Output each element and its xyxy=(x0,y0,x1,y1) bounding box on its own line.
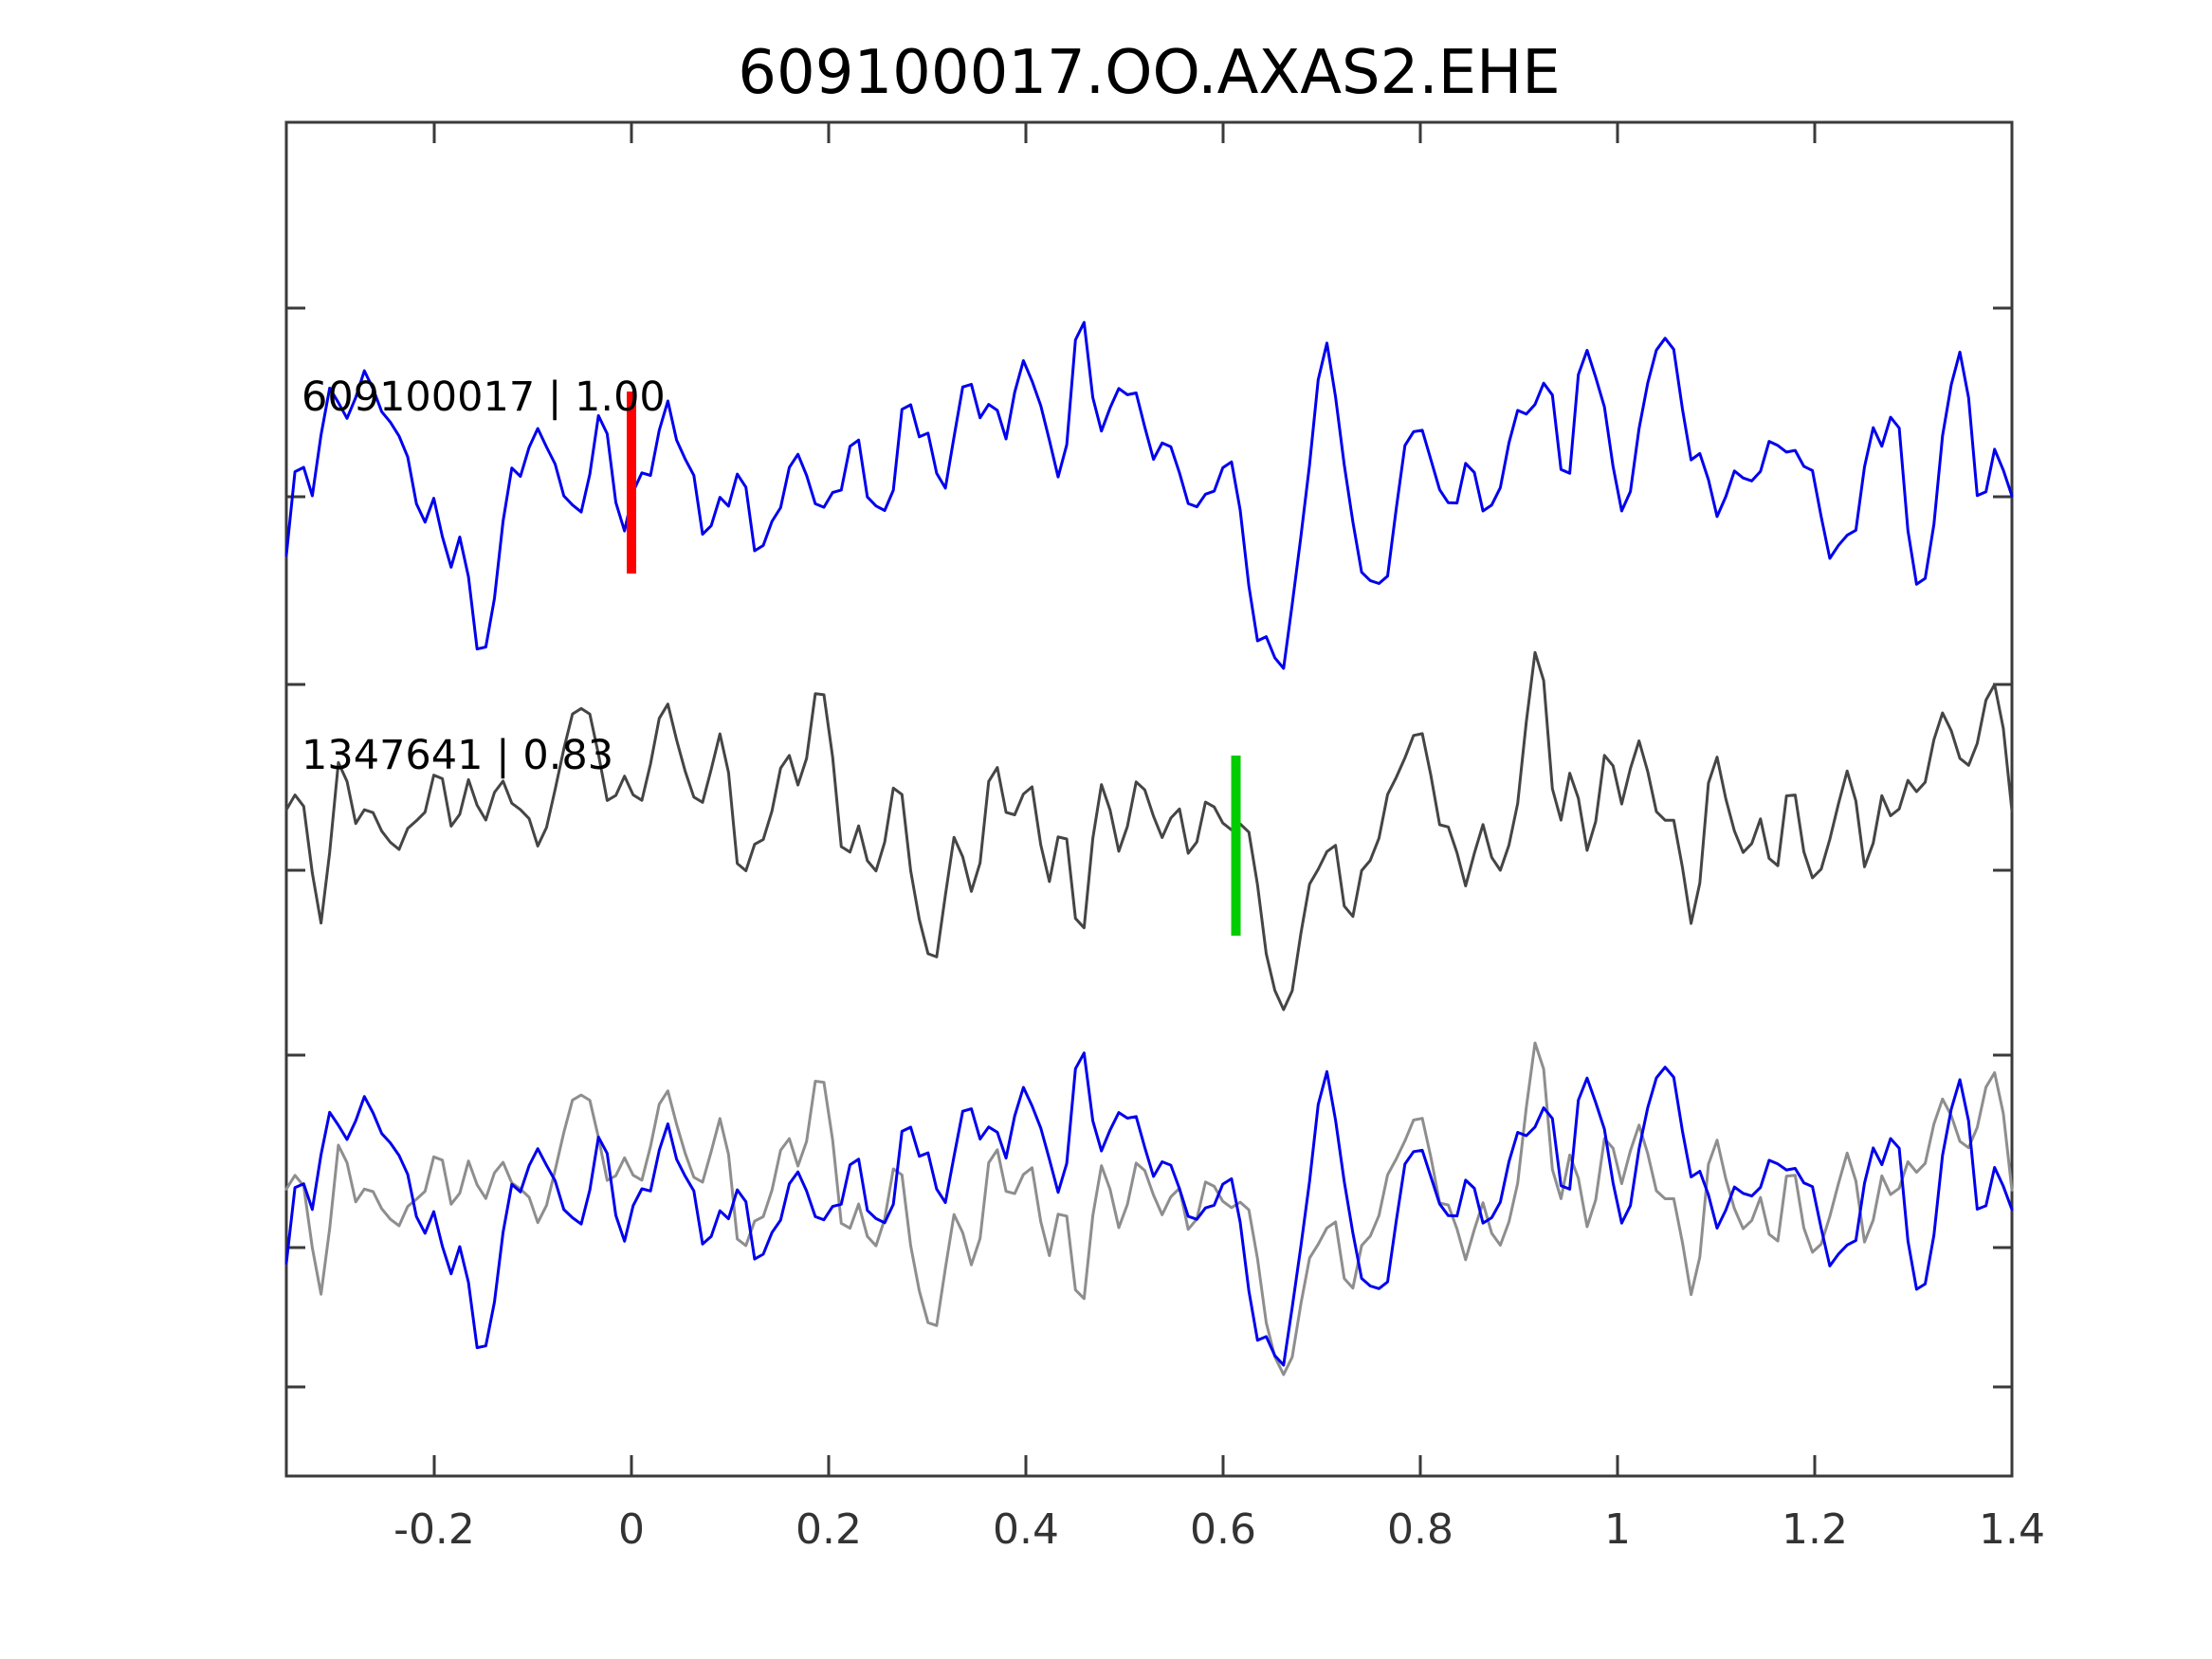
trace-detection xyxy=(284,650,2014,1012)
trace-template xyxy=(284,320,2014,670)
trace-detection-overlay xyxy=(284,1041,2014,1376)
x-tick-label: 0.4 xyxy=(993,1505,1059,1554)
x-tick-label: 0 xyxy=(618,1505,645,1554)
x-tick-label: 0.8 xyxy=(1387,1505,1453,1554)
x-tick-label: 1.4 xyxy=(1979,1505,2045,1554)
trace-label-template: 609100017 | 1.00 xyxy=(302,374,666,421)
x-tick-label: 0.2 xyxy=(795,1505,862,1554)
x-tick-label: 0.6 xyxy=(1190,1505,1256,1554)
trace-label-detection: 1347641 | 0.83 xyxy=(302,732,614,779)
trace-template-overlay xyxy=(284,1051,2014,1367)
x-tick-label: 1 xyxy=(1604,1505,1631,1554)
x-tick-label: 1.2 xyxy=(1782,1505,1848,1554)
figure-title: 609100017.OO.AXAS2.EHE xyxy=(738,38,1561,108)
x-tick-label: -0.2 xyxy=(393,1505,475,1554)
